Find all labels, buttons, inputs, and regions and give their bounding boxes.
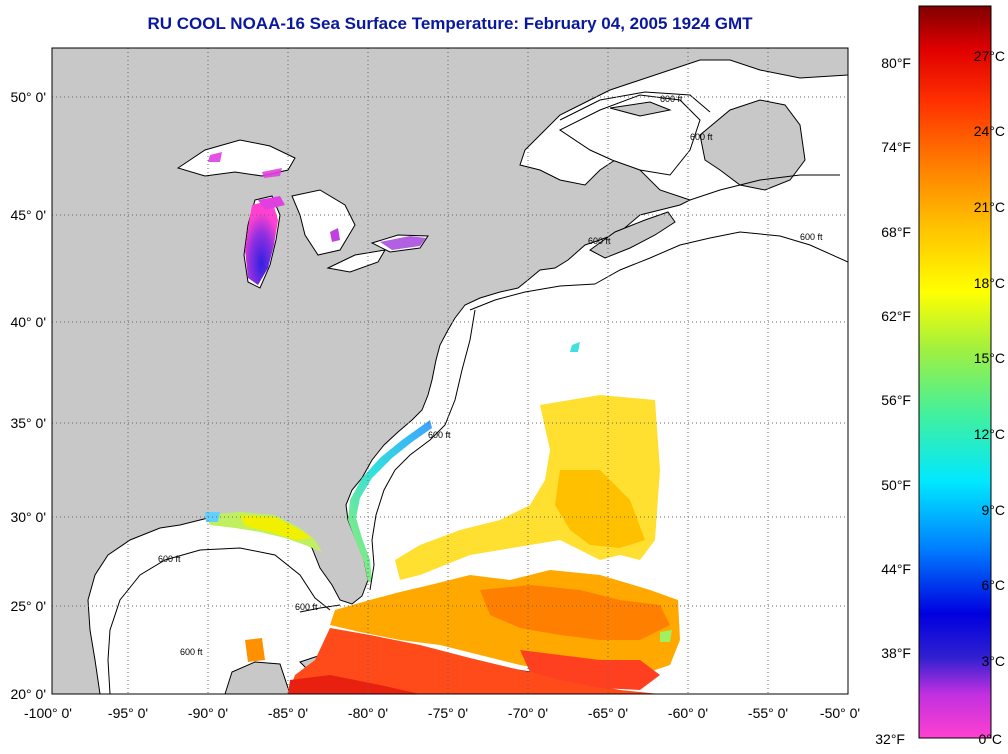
isobath-label: 600 ft: [180, 647, 203, 657]
map-title: RU COOL NOAA-16 Sea Surface Temperature:…: [147, 14, 753, 33]
lon-tick-label: -55° 0': [748, 705, 788, 721]
sst-overlay: [205, 152, 680, 694]
celsius-label: 18°C: [974, 275, 1005, 291]
isobath-label: 600 ft: [800, 232, 823, 242]
celsius-label: 24°C: [974, 123, 1005, 139]
fahrenheit-label: 38°F: [881, 645, 911, 661]
colorbar-celsius-labels: 27°C 24°C 21°C 18°C 15°C 12°C 9°C 6°C 3°…: [974, 48, 1005, 747]
isobath-label: 600 ft: [295, 602, 318, 612]
lon-tick-label: -75° 0': [428, 705, 468, 721]
lon-tick-label: -100° 0': [24, 705, 72, 721]
lat-tick-label: 35° 0': [10, 415, 46, 431]
fahrenheit-label: 32°F: [875, 731, 905, 747]
isobath-contours: [107, 91, 848, 694]
lat-tick-label: 40° 0': [10, 314, 46, 330]
land-nova-scotia: [589, 211, 676, 259]
fahrenheit-label: 50°F: [881, 477, 911, 493]
anticosti-island: [609, 101, 672, 117]
lat-tick-label: 45° 0': [10, 207, 46, 223]
lon-tick-label: -70° 0': [508, 705, 548, 721]
lon-tick-label: -80° 0': [348, 705, 388, 721]
celsius-label: 9°C: [982, 502, 1006, 518]
celsius-label: 6°C: [982, 577, 1006, 593]
celsius-label: 3°C: [982, 653, 1006, 669]
lon-tick-label: -95° 0': [108, 705, 148, 721]
lake-superior: [176, 139, 296, 177]
fahrenheit-label: 74°F: [881, 139, 911, 155]
celsius-label: 0°C: [979, 731, 1003, 747]
lon-tick-label: -50° 0': [820, 705, 860, 721]
lat-tick-label: 25° 0': [10, 598, 46, 614]
lat-tick-label: 50° 0': [10, 89, 46, 105]
celsius-label: 27°C: [974, 48, 1005, 64]
celsius-label: 15°C: [974, 350, 1005, 366]
lat-tick-label: 30° 0': [10, 509, 46, 525]
lon-tick-label: -65° 0': [588, 705, 628, 721]
gulf-st-lawrence: [559, 94, 701, 176]
fahrenheit-label: 56°F: [881, 392, 911, 408]
land-yucatan: [224, 661, 291, 694]
isobath-label: 600 ft: [660, 94, 683, 104]
isobath-label: 600 ft: [428, 430, 451, 440]
graticule: [52, 48, 848, 694]
colorbar-fahrenheit-labels: 80°F 74°F 68°F 62°F 56°F 50°F 44°F 38°F …: [875, 55, 911, 747]
colorbar: [918, 5, 992, 739]
fahrenheit-label: 68°F: [881, 224, 911, 240]
lon-tick-label: -60° 0': [668, 705, 708, 721]
plot-frame: [51, 47, 849, 695]
land-newfoundland: [699, 99, 806, 191]
lon-tick-label: -85° 0': [268, 705, 308, 721]
fahrenheit-label: 62°F: [881, 308, 911, 324]
celsius-label: 12°C: [974, 426, 1005, 442]
lake-erie: [326, 249, 386, 273]
isobath-label: 600 ft: [588, 236, 611, 246]
latitude-axis: 50° 0' 45° 0' 40° 0' 35° 0' 30° 0' 25° 0…: [10, 89, 46, 702]
fahrenheit-label: 44°F: [881, 561, 911, 577]
lat-tick-label: 20° 0': [10, 686, 46, 702]
isobath-label: 600 ft: [158, 554, 181, 564]
fahrenheit-label: 80°F: [881, 55, 911, 71]
isobath-label: 600 ft: [690, 132, 713, 142]
celsius-label: 21°C: [974, 199, 1005, 215]
longitude-axis: -100° 0' -95° 0' -90° 0' -85° 0' -80° 0'…: [24, 705, 860, 721]
lon-tick-label: -90° 0': [188, 705, 228, 721]
